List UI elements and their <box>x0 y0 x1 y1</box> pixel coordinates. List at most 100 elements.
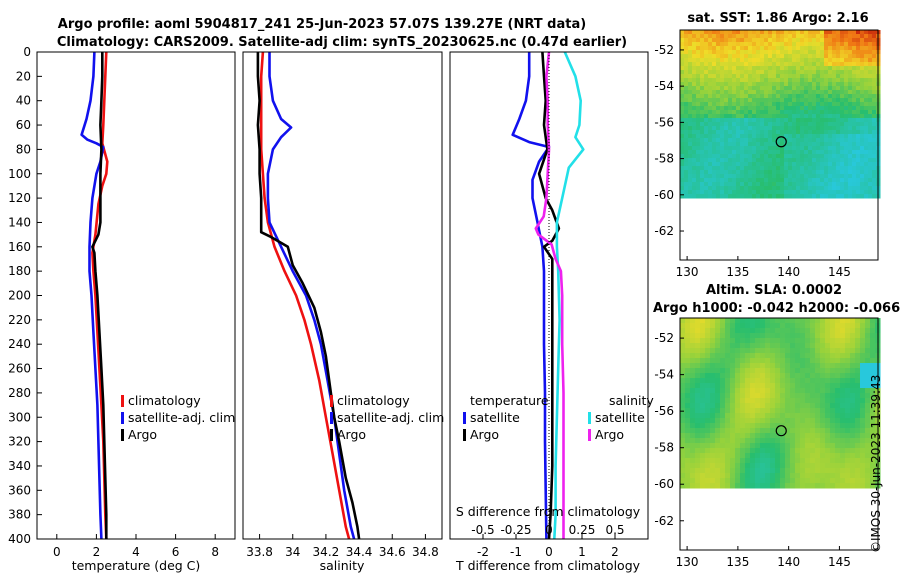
sst_map-cell <box>700 130 705 135</box>
sst_map-cell <box>716 158 721 163</box>
sla_map-cell <box>855 453 861 459</box>
sla_map-cell <box>735 483 741 489</box>
sla_map-cell <box>710 478 716 484</box>
sst_map-cell <box>860 82 865 87</box>
sla_map-cell <box>785 448 791 454</box>
sla_map-cell <box>870 433 876 439</box>
sst_map-cell <box>864 102 869 107</box>
sst_map-cell <box>768 194 773 199</box>
sla_map-cell <box>725 383 731 389</box>
sst_map-cell <box>768 114 773 119</box>
sst_map-cell <box>796 62 801 67</box>
sla_map-cell <box>835 368 841 374</box>
sst_map-cell <box>784 106 789 111</box>
sla_map-cell <box>695 348 701 354</box>
sla_map-cell <box>840 353 846 359</box>
sst_map-cell <box>684 178 689 183</box>
sst_map-cell <box>764 42 769 47</box>
sst_map-cell <box>732 126 737 131</box>
sst_map-cell <box>864 194 869 199</box>
sla_map-cell <box>700 473 706 479</box>
sst_map-cell <box>812 178 817 183</box>
sla_map-cell <box>765 473 771 479</box>
depth-ytick-label: 0 <box>23 45 31 59</box>
sla_map-cell <box>840 433 846 439</box>
sst-map: sat. SST: 1.86 Argo: 2.16 130 135 140 145 -… <box>654 11 881 279</box>
sst_map-cell <box>792 94 797 99</box>
sla_map-cell <box>760 393 766 399</box>
sla_map-cell <box>745 353 751 359</box>
sst_map-cell <box>872 138 877 143</box>
sst_map-cell <box>824 30 829 35</box>
sst_map-cell <box>796 90 801 95</box>
sst_map-cell <box>848 82 853 87</box>
sst_map-cell <box>864 62 869 67</box>
sst_map-cell <box>716 78 721 83</box>
sst_map-cell <box>680 98 685 103</box>
sla_map-cell <box>685 343 691 349</box>
sst_map-cell <box>772 190 777 195</box>
sla_map-cell <box>790 348 796 354</box>
sst_map-cell <box>684 78 689 83</box>
sst_map-cell <box>812 74 817 79</box>
sla_map-cell <box>785 433 791 439</box>
sst_map-cell <box>820 106 825 111</box>
sst_map-cell <box>688 102 693 107</box>
sst_map-cell <box>736 166 741 171</box>
sst_map-cell <box>852 34 857 39</box>
sla_map-cell <box>770 453 776 459</box>
sst_map-cell <box>800 166 805 171</box>
sla_map-cell <box>865 318 871 324</box>
sst_map-cell <box>800 102 805 107</box>
sla_map-cell <box>790 478 796 484</box>
sla_map-cell <box>740 423 746 429</box>
sst_map-cell <box>688 38 693 43</box>
sst_map-cell <box>748 178 753 183</box>
sst_map-cell <box>788 42 793 47</box>
sla_map-cell <box>790 438 796 444</box>
sla_map-cell <box>740 468 746 474</box>
sla_map-cell <box>705 358 711 364</box>
sst_map-cell <box>820 62 825 67</box>
sla_map-cell <box>775 423 781 429</box>
sst_map-cell <box>828 122 833 127</box>
sst_map-cell <box>724 162 729 167</box>
sla_map-cell <box>740 483 746 489</box>
sla_map-cell <box>705 433 711 439</box>
sst_map-cell <box>848 174 853 179</box>
sst_map-cell <box>768 46 773 51</box>
sla_map-cell <box>710 418 716 424</box>
sst_map-cell <box>808 122 813 127</box>
sst_map-cell <box>748 110 753 115</box>
sla_map-cell <box>820 463 826 469</box>
sst_map-ytick-label: -58 <box>654 152 674 166</box>
sst_map-cell <box>700 102 705 107</box>
sla_map-cell <box>815 398 821 404</box>
sst_map-cell <box>792 122 797 127</box>
sla_map-cell <box>850 328 856 334</box>
sla_map-cell <box>735 318 741 324</box>
sst_map-cell <box>700 30 705 35</box>
sst_map-cell <box>728 166 733 171</box>
sla_map-cell <box>805 463 811 469</box>
sst_map-cell <box>700 166 705 171</box>
sst_map-cell <box>740 142 745 147</box>
sst_map-cell <box>812 166 817 171</box>
sla_map-cell <box>825 448 831 454</box>
sla_map-cell <box>720 413 726 419</box>
sla_map-cell <box>740 323 746 329</box>
sst_map-cell <box>744 106 749 111</box>
sla_map-cell <box>755 393 761 399</box>
sla_map-cell <box>810 423 816 429</box>
sla_map-cell <box>720 328 726 334</box>
sst_map-xtick-label: 145 <box>828 265 851 279</box>
sst_map-cell <box>808 186 813 191</box>
sst_map-cell <box>788 58 793 63</box>
sst_map-cell <box>808 146 813 151</box>
sst_map-cell <box>844 74 849 79</box>
sst_map-cell <box>704 38 709 43</box>
sst_map-cell <box>680 42 685 47</box>
sla_map-cell <box>815 468 821 474</box>
sst_map-cell <box>848 118 853 123</box>
sst_map-cell <box>724 42 729 47</box>
